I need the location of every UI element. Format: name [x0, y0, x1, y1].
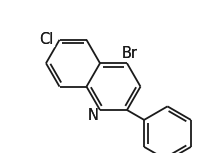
Text: Cl: Cl [39, 32, 54, 47]
Bar [39, 34, 54, 46]
Text: Cl: Cl [39, 32, 54, 47]
Text: N: N [88, 108, 99, 123]
Bar [123, 47, 137, 59]
Text: N: N [88, 108, 99, 123]
Text: Br: Br [122, 46, 138, 61]
Text: Br: Br [122, 46, 138, 61]
Bar [89, 109, 97, 121]
